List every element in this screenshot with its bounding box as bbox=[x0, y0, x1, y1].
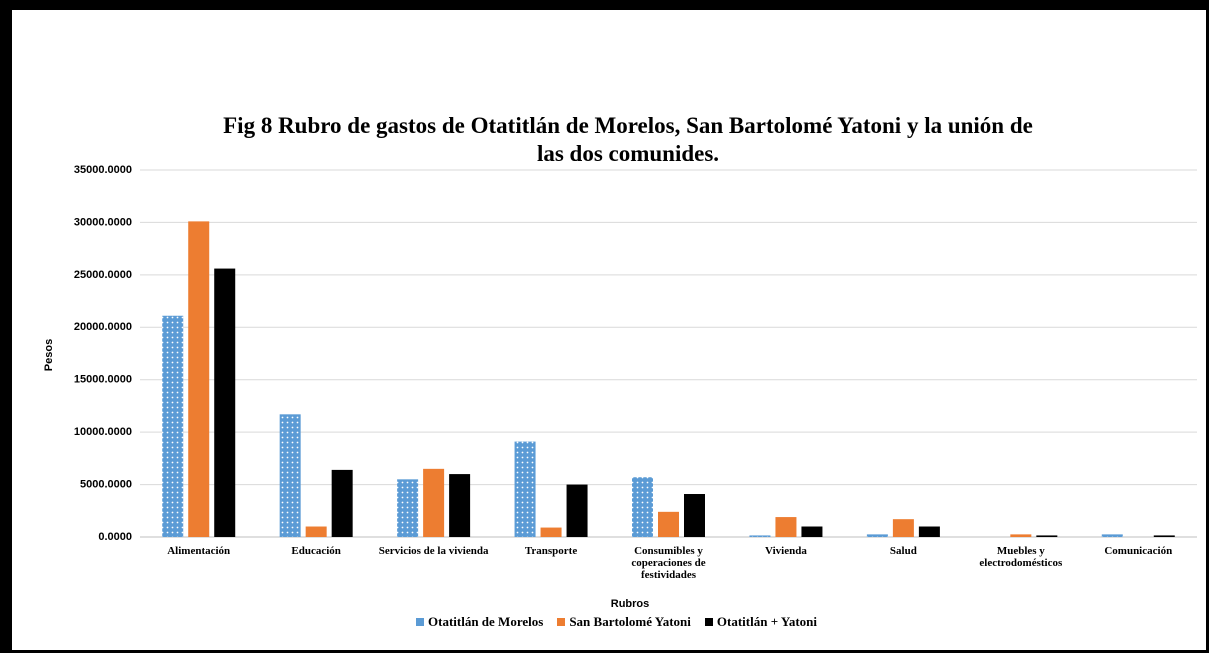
x-tick-label: Transporte bbox=[524, 545, 578, 557]
legend-label: San Bartolomé Yatoni bbox=[569, 614, 691, 629]
x-tick-label: Vivienda bbox=[765, 545, 807, 557]
x-tick-label: Alimentación bbox=[167, 545, 231, 557]
bar bbox=[566, 484, 588, 537]
bar bbox=[214, 268, 236, 537]
bar bbox=[684, 494, 705, 537]
x-tick-label: Servicios de la vivienda bbox=[378, 545, 489, 557]
bar bbox=[331, 469, 353, 537]
bar bbox=[305, 526, 327, 537]
y-tick-label: 15000.0000 bbox=[74, 374, 132, 386]
bar bbox=[1036, 535, 1058, 537]
bar bbox=[540, 527, 562, 537]
legend: Otatitlán de Morelos San Bartolomé Yatoni… bbox=[12, 614, 1206, 630]
bar bbox=[866, 534, 888, 537]
y-tick-label: 25000.0000 bbox=[74, 269, 132, 281]
bar bbox=[749, 535, 771, 537]
x-tick-label: Educación bbox=[291, 545, 341, 557]
y-tick-label: 35000.0000 bbox=[74, 164, 132, 176]
bar bbox=[1010, 534, 1032, 537]
bar bbox=[658, 511, 679, 537]
x-axis-title: Rubros bbox=[611, 598, 650, 610]
legend-item: Otatitlán + Yatoni bbox=[704, 614, 817, 630]
bar bbox=[632, 477, 653, 537]
bar bbox=[397, 479, 419, 537]
x-tick-label: Salud bbox=[889, 545, 917, 557]
legend-label: Otatitlán + Yatoni bbox=[716, 614, 817, 629]
bar bbox=[1101, 534, 1123, 537]
legend-item: Otatitlán de Morelos bbox=[416, 614, 543, 630]
bar bbox=[423, 468, 445, 537]
bar bbox=[775, 517, 797, 537]
bar bbox=[279, 414, 301, 537]
bar bbox=[514, 441, 536, 537]
bar bbox=[1153, 535, 1175, 537]
x-tick-label: Muebles y electrodomésticos bbox=[979, 545, 1063, 569]
legend-item: San Bartolomé Yatoni bbox=[557, 614, 691, 630]
x-tick-label: Consumibles y coperaciones de festividad… bbox=[631, 545, 706, 581]
bar bbox=[449, 474, 471, 537]
legend-swatch bbox=[704, 618, 713, 626]
y-tick-label: 0.0000 bbox=[98, 531, 132, 543]
legend-swatch bbox=[557, 618, 566, 626]
legend-label: Otatitlán de Morelos bbox=[428, 614, 544, 629]
chart-title: Fig 8 Rubro de gastos de Otatitlán de Mo… bbox=[223, 113, 1033, 138]
legend-swatch bbox=[416, 618, 424, 626]
x-tick-label: Comunicación bbox=[1104, 545, 1173, 557]
y-tick-label: 5000.0000 bbox=[80, 478, 132, 490]
y-axis-title: Pesos bbox=[43, 339, 55, 371]
bar bbox=[162, 315, 184, 537]
bar bbox=[892, 519, 914, 537]
chart-title: las dos comunides. bbox=[537, 141, 719, 166]
y-tick-label: 20000.0000 bbox=[74, 321, 132, 333]
bar bbox=[188, 221, 210, 537]
y-tick-label: 30000.0000 bbox=[74, 216, 132, 228]
bar bbox=[801, 526, 823, 537]
y-tick-label: 10000.0000 bbox=[74, 426, 132, 438]
bar bbox=[918, 526, 940, 537]
